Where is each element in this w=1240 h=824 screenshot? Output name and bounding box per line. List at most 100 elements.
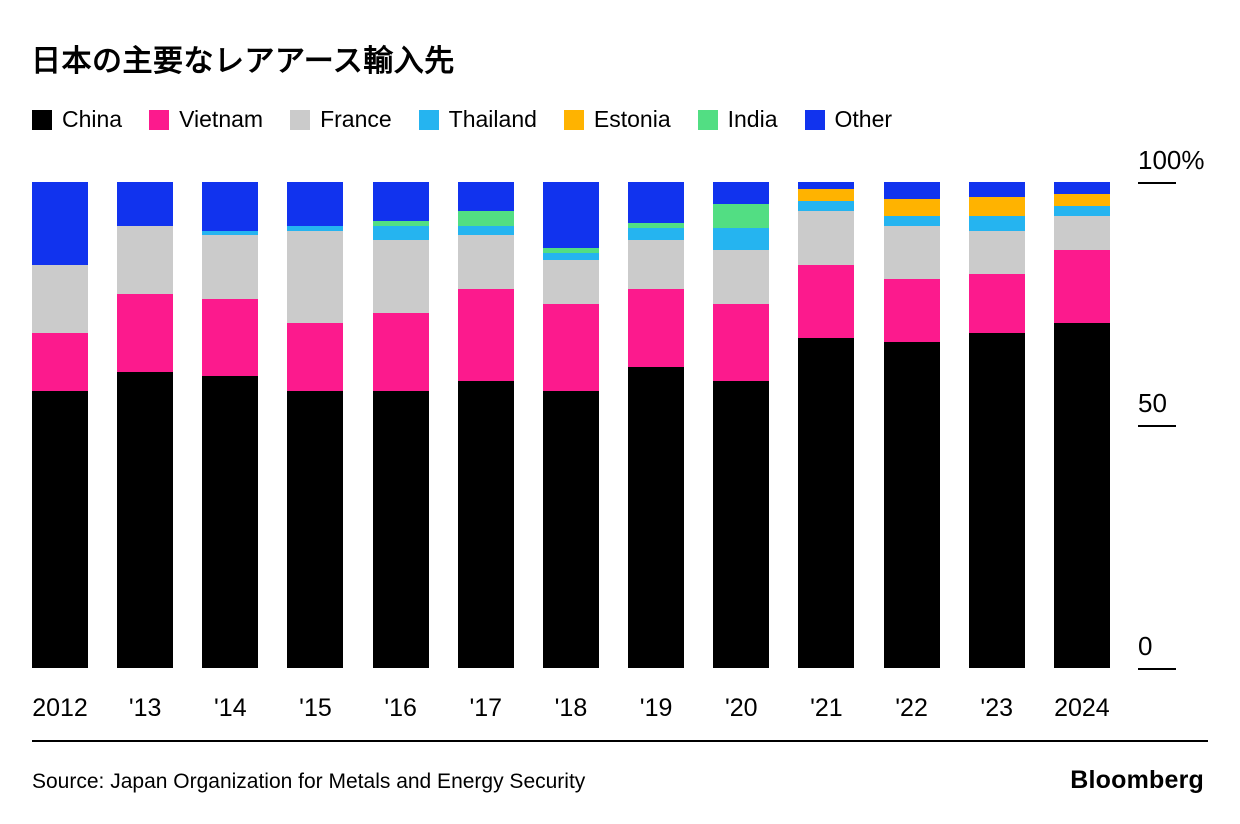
legend-item-thailand: Thailand [418,106,537,133]
y-tick-label-100: 100% [1138,145,1205,175]
y-tick-50: 50 [1138,388,1228,427]
plot-area [32,182,1110,668]
segment-thailand [883,216,940,226]
segment-other [372,182,429,221]
segment-other [457,182,514,212]
y-axis: 100% 50 0 [1138,145,1228,670]
legend-item-china: China [32,106,122,133]
y-tick-mark-50 [1138,425,1176,427]
segment-other [883,182,940,200]
y-tick-100: 100% [1138,145,1228,184]
x-tick-label-14: '14 [214,694,247,722]
segment-india [542,247,599,253]
legend-swatch-estonia [563,109,584,130]
x-tick-label-2012: 2012 [32,694,88,722]
bar-23 [968,182,1025,668]
x-tick-label-13: '13 [128,694,162,722]
segment-china [713,381,770,668]
segment-thailand [457,225,514,236]
legend-swatch-thailand [418,109,439,130]
legend-label-china: China [62,106,123,132]
bar-21 [798,182,855,668]
legend-swatch-france [290,109,311,130]
bar-18 [542,182,599,668]
y-tick-label-0: 0 [1138,631,1153,661]
segment-thailand [542,252,599,260]
x-tick-label-19: '19 [639,694,673,722]
segment-france [798,211,855,265]
segment-france [713,250,770,304]
segment-india [372,220,429,226]
segment-vietnam [542,303,599,391]
bar-14 [202,182,259,668]
x-tick-label-2024: 2024 [1054,694,1110,722]
legend-item-vietnam: Vietnam [149,106,263,133]
x-tick-label-21: '21 [810,694,843,722]
bar-16 [372,182,429,668]
segment-china [542,390,599,668]
segment-thailand [1053,206,1110,217]
segment-thailand [628,228,685,241]
legend-item-france: France [290,106,392,133]
bloomberg-logo: Bloomberg [1070,766,1204,794]
segment-other [968,182,1025,197]
legend-swatch-india [697,109,718,130]
bar-15 [287,182,344,668]
segment-other [117,182,174,226]
legend-swatch-vietnam [149,109,170,130]
x-tick-label-20: '20 [724,694,758,722]
y-tick-mark-100 [1138,182,1176,184]
x-tick-label-16: '16 [384,694,417,722]
segment-thailand [372,225,429,241]
bar-17 [457,182,514,668]
segment-china [202,376,259,668]
segment-other [32,182,88,265]
segment-france [1053,216,1110,251]
legend-label-thailand: Thailand [448,106,537,132]
chart-title: 日本の主要なレアアース輸入先 [31,45,455,78]
x-tick-label-22: '22 [895,694,928,722]
segment-france [32,264,88,333]
segment-vietnam [1053,250,1110,323]
legend-item-estonia: Estonia [563,106,671,133]
segment-estonia [1053,194,1110,207]
segment-china [372,390,429,668]
segment-france [457,235,514,289]
legend-label-france: France [320,106,392,132]
segment-china [1053,322,1110,668]
source-credit: Source: Japan Organization for Metals an… [32,770,586,793]
segment-india [457,211,514,226]
segment-estonia [968,196,1025,217]
segment-vietnam [798,264,855,338]
x-axis: 2012 '13 '14 '15 '16 '17 '18 '19 '20 '21 '22 '23 202… [32,694,1110,723]
segment-other [628,182,685,224]
segment-france [372,240,429,314]
legend: China Vietnam France Thailand Estonia India Ot… [32,106,892,133]
segment-other [202,182,259,231]
segment-france [628,240,685,289]
segment-china [968,332,1025,668]
y-tick-0: 0 [1138,631,1228,670]
y-tick-mark-0 [1138,668,1176,670]
x-tick-label-15: '15 [299,694,332,722]
segment-france [968,230,1025,275]
legend-label-india: India [727,106,778,132]
segment-estonia [883,199,940,217]
segment-vietnam [32,332,88,391]
segment-china [798,337,855,668]
segment-china [117,371,174,668]
bar-19 [628,182,685,668]
segment-other [287,182,344,226]
y-tick-label-50: 50 [1138,388,1167,418]
segment-france [117,225,174,294]
segment-china [287,390,344,668]
legend-label-estonia: Estonia [593,106,671,132]
segment-india [713,203,770,229]
segment-france [542,259,599,304]
legend-swatch-china [32,109,52,130]
legend-label-vietnam: Vietnam [179,106,264,132]
bottom-rule [32,740,1208,742]
segment-thailand [968,216,1025,231]
legend-item-other: Other [804,106,892,133]
